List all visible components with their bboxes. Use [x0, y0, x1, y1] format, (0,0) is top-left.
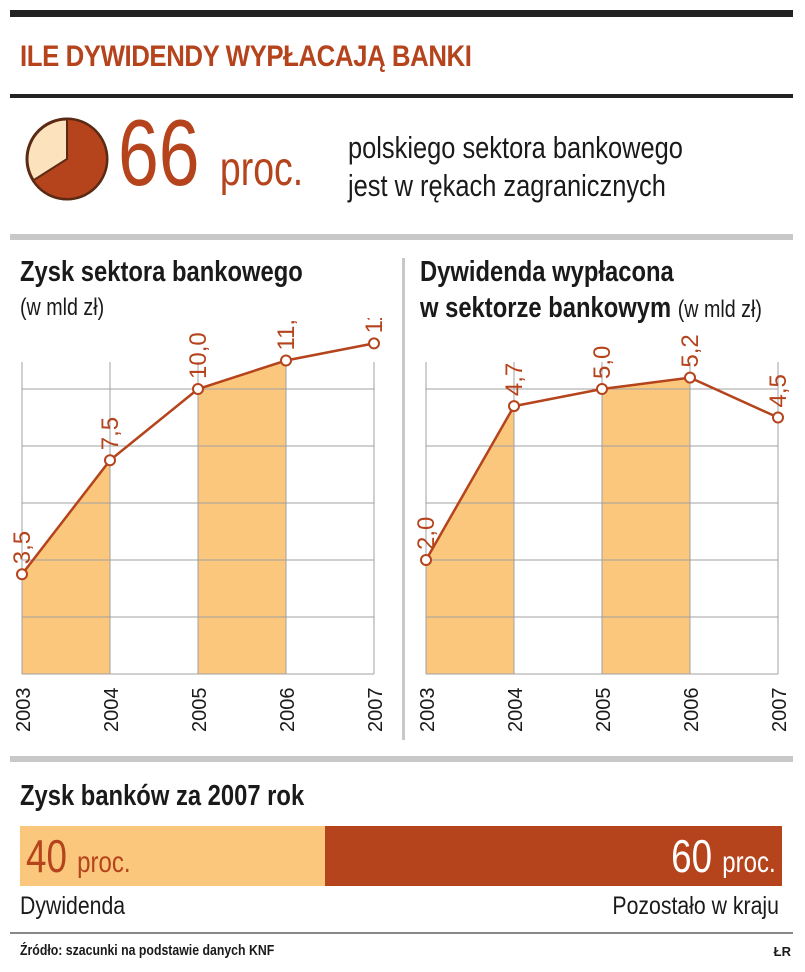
highlight-number: 66: [118, 100, 200, 205]
bar-value-retained-number: 60: [671, 830, 713, 882]
bar-value-retained: 60 proc.: [671, 826, 776, 893]
source-note: Źródło: szacunki na podstawie danych KNF: [20, 942, 275, 959]
chart2-tick-label: 2004: [505, 688, 527, 733]
bar-label-retained: Pozostało w kraju: [612, 892, 779, 920]
chart2-tick-label: 2005: [593, 688, 615, 733]
chart1-point: [368, 337, 380, 350]
chart1-value-label: 11,0: [273, 318, 300, 351]
bar-value-dividend: 40 proc.: [26, 826, 131, 893]
chart1-shade-1: [198, 360, 286, 674]
top-rule: [10, 10, 793, 17]
chart1-shade-0: [22, 460, 110, 674]
chart1-value-label: 3,5: [9, 531, 36, 564]
chart2-point: [508, 400, 520, 413]
chart2-value-label: 4,7: [501, 363, 528, 396]
chart1-subtitle: (w mld zł): [20, 294, 105, 321]
chart1-value-label: 11,6: [361, 318, 388, 333]
bar-segment-retained: 60 proc.: [324, 826, 782, 886]
chart1-tick-label: 2005: [189, 688, 211, 733]
chart2-tick-label: 2003: [417, 688, 439, 733]
highlight-text-line2: jest w rękach zagranicznych: [348, 168, 666, 203]
chart2-title-line1: Dywidenda wypłacona: [420, 256, 674, 288]
section-rule-bottom: [10, 756, 793, 762]
bar-value-retained-unit: proc.: [722, 846, 776, 879]
chart2-tick-label: 2006: [681, 688, 703, 733]
chart2-point: [596, 383, 608, 395]
chart2-point: [684, 371, 696, 384]
pie-icon: [25, 117, 109, 201]
chart2-point: [772, 411, 784, 424]
chart1-title: Zysk sektora bankowego: [20, 256, 303, 288]
panel-divider: [402, 258, 405, 740]
chart1-point: [16, 568, 28, 581]
chart1-tick-label: 2006: [277, 688, 299, 733]
page-title: ILE DYWIDENDY WYPŁACAJĄ BANKI: [20, 40, 472, 73]
chart2-value-label: 5,2: [677, 334, 704, 367]
bar-value-dividend-number: 40: [26, 830, 67, 882]
chart-profit: 3,5 2003 7,5 2004 10,0 2005 11,0 2006 11,6 2007: [9, 318, 388, 733]
chart2-title-line2: w sektorze bankowym (w mld zł): [420, 292, 762, 325]
chart1-tick-label: 2004: [101, 688, 123, 733]
author-initials: ŁR: [773, 944, 791, 959]
title-rule: [10, 94, 793, 98]
highlight-text-line1: polskiego sektora bankowego: [348, 130, 683, 165]
section-rule-top: [10, 234, 793, 240]
highlight-value: 66 proc.: [118, 106, 303, 200]
chart2-shade-0: [426, 406, 514, 674]
chart1-point: [104, 454, 116, 467]
chart1-point: [280, 354, 292, 367]
chart1-point: [192, 383, 204, 395]
pie-slice-foreign: [31, 117, 108, 200]
bar-label-dividend: Dywidenda: [20, 892, 126, 920]
footer-rule: [10, 932, 793, 934]
chart2-value-label: 5,0: [589, 346, 616, 379]
summary-title: Zysk banków za 2007 rok: [20, 780, 305, 812]
chart1-value-label: 7,5: [97, 417, 124, 450]
chart1-tick-label: 2003: [13, 688, 35, 733]
chart2-title-line2-text: w sektorze bankowym: [420, 292, 672, 324]
chart1-tick-label: 2007: [365, 688, 387, 733]
chart2-value-label: 4,5: [765, 374, 792, 407]
chart2-tick-label: 2007: [769, 688, 791, 733]
chart1-value-label: 10,0: [185, 332, 212, 379]
chart2-shade-1: [602, 377, 690, 674]
chart2-value-label: 2,0: [413, 517, 440, 550]
chart2-point: [420, 554, 432, 566]
bar-segment-dividend: 40 proc.: [20, 826, 325, 886]
chart-dividend: 2,0 2003 4,7 2004 5,0 2005 5,2 2006 4,5 2007: [413, 334, 792, 733]
chart2-subtitle: (w mld zł): [677, 296, 762, 323]
highlight-unit: proc.: [219, 143, 304, 196]
bar-value-dividend-unit: proc.: [77, 846, 131, 879]
